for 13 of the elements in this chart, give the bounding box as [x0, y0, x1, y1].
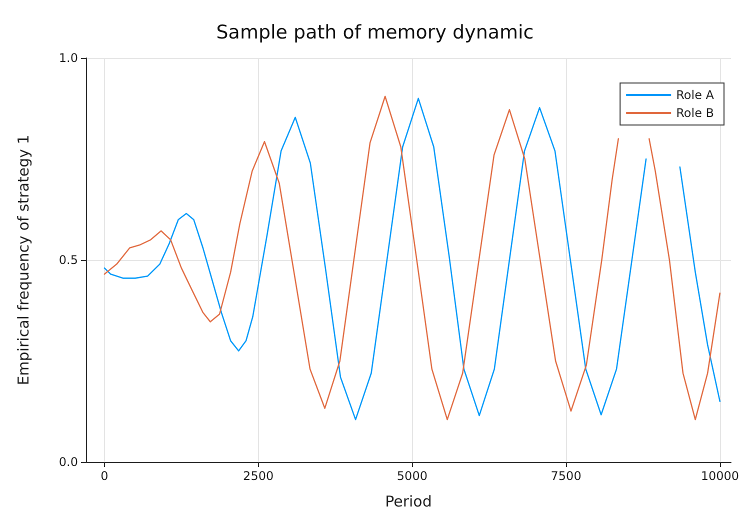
- x-axis-title: Period: [385, 492, 432, 510]
- legend-label: Role A: [676, 88, 715, 102]
- chart-title: Sample path of memory dynamic: [216, 22, 534, 44]
- x-tick-label: 10000: [700, 469, 740, 483]
- y-tick-label: 0.0: [58, 455, 78, 469]
- y-tick-label: 0.5: [58, 253, 78, 267]
- x-tick-label: 7500: [550, 469, 582, 483]
- x-tick-label: 5000: [396, 469, 428, 483]
- legend-label: Role B: [676, 106, 714, 120]
- y-tick-label: 1.0: [58, 51, 78, 65]
- x-tick-label: 2500: [243, 469, 274, 483]
- y-axis-title: Empirical frequency of strategy 1: [14, 134, 32, 386]
- x-tick-label: 0: [100, 469, 108, 483]
